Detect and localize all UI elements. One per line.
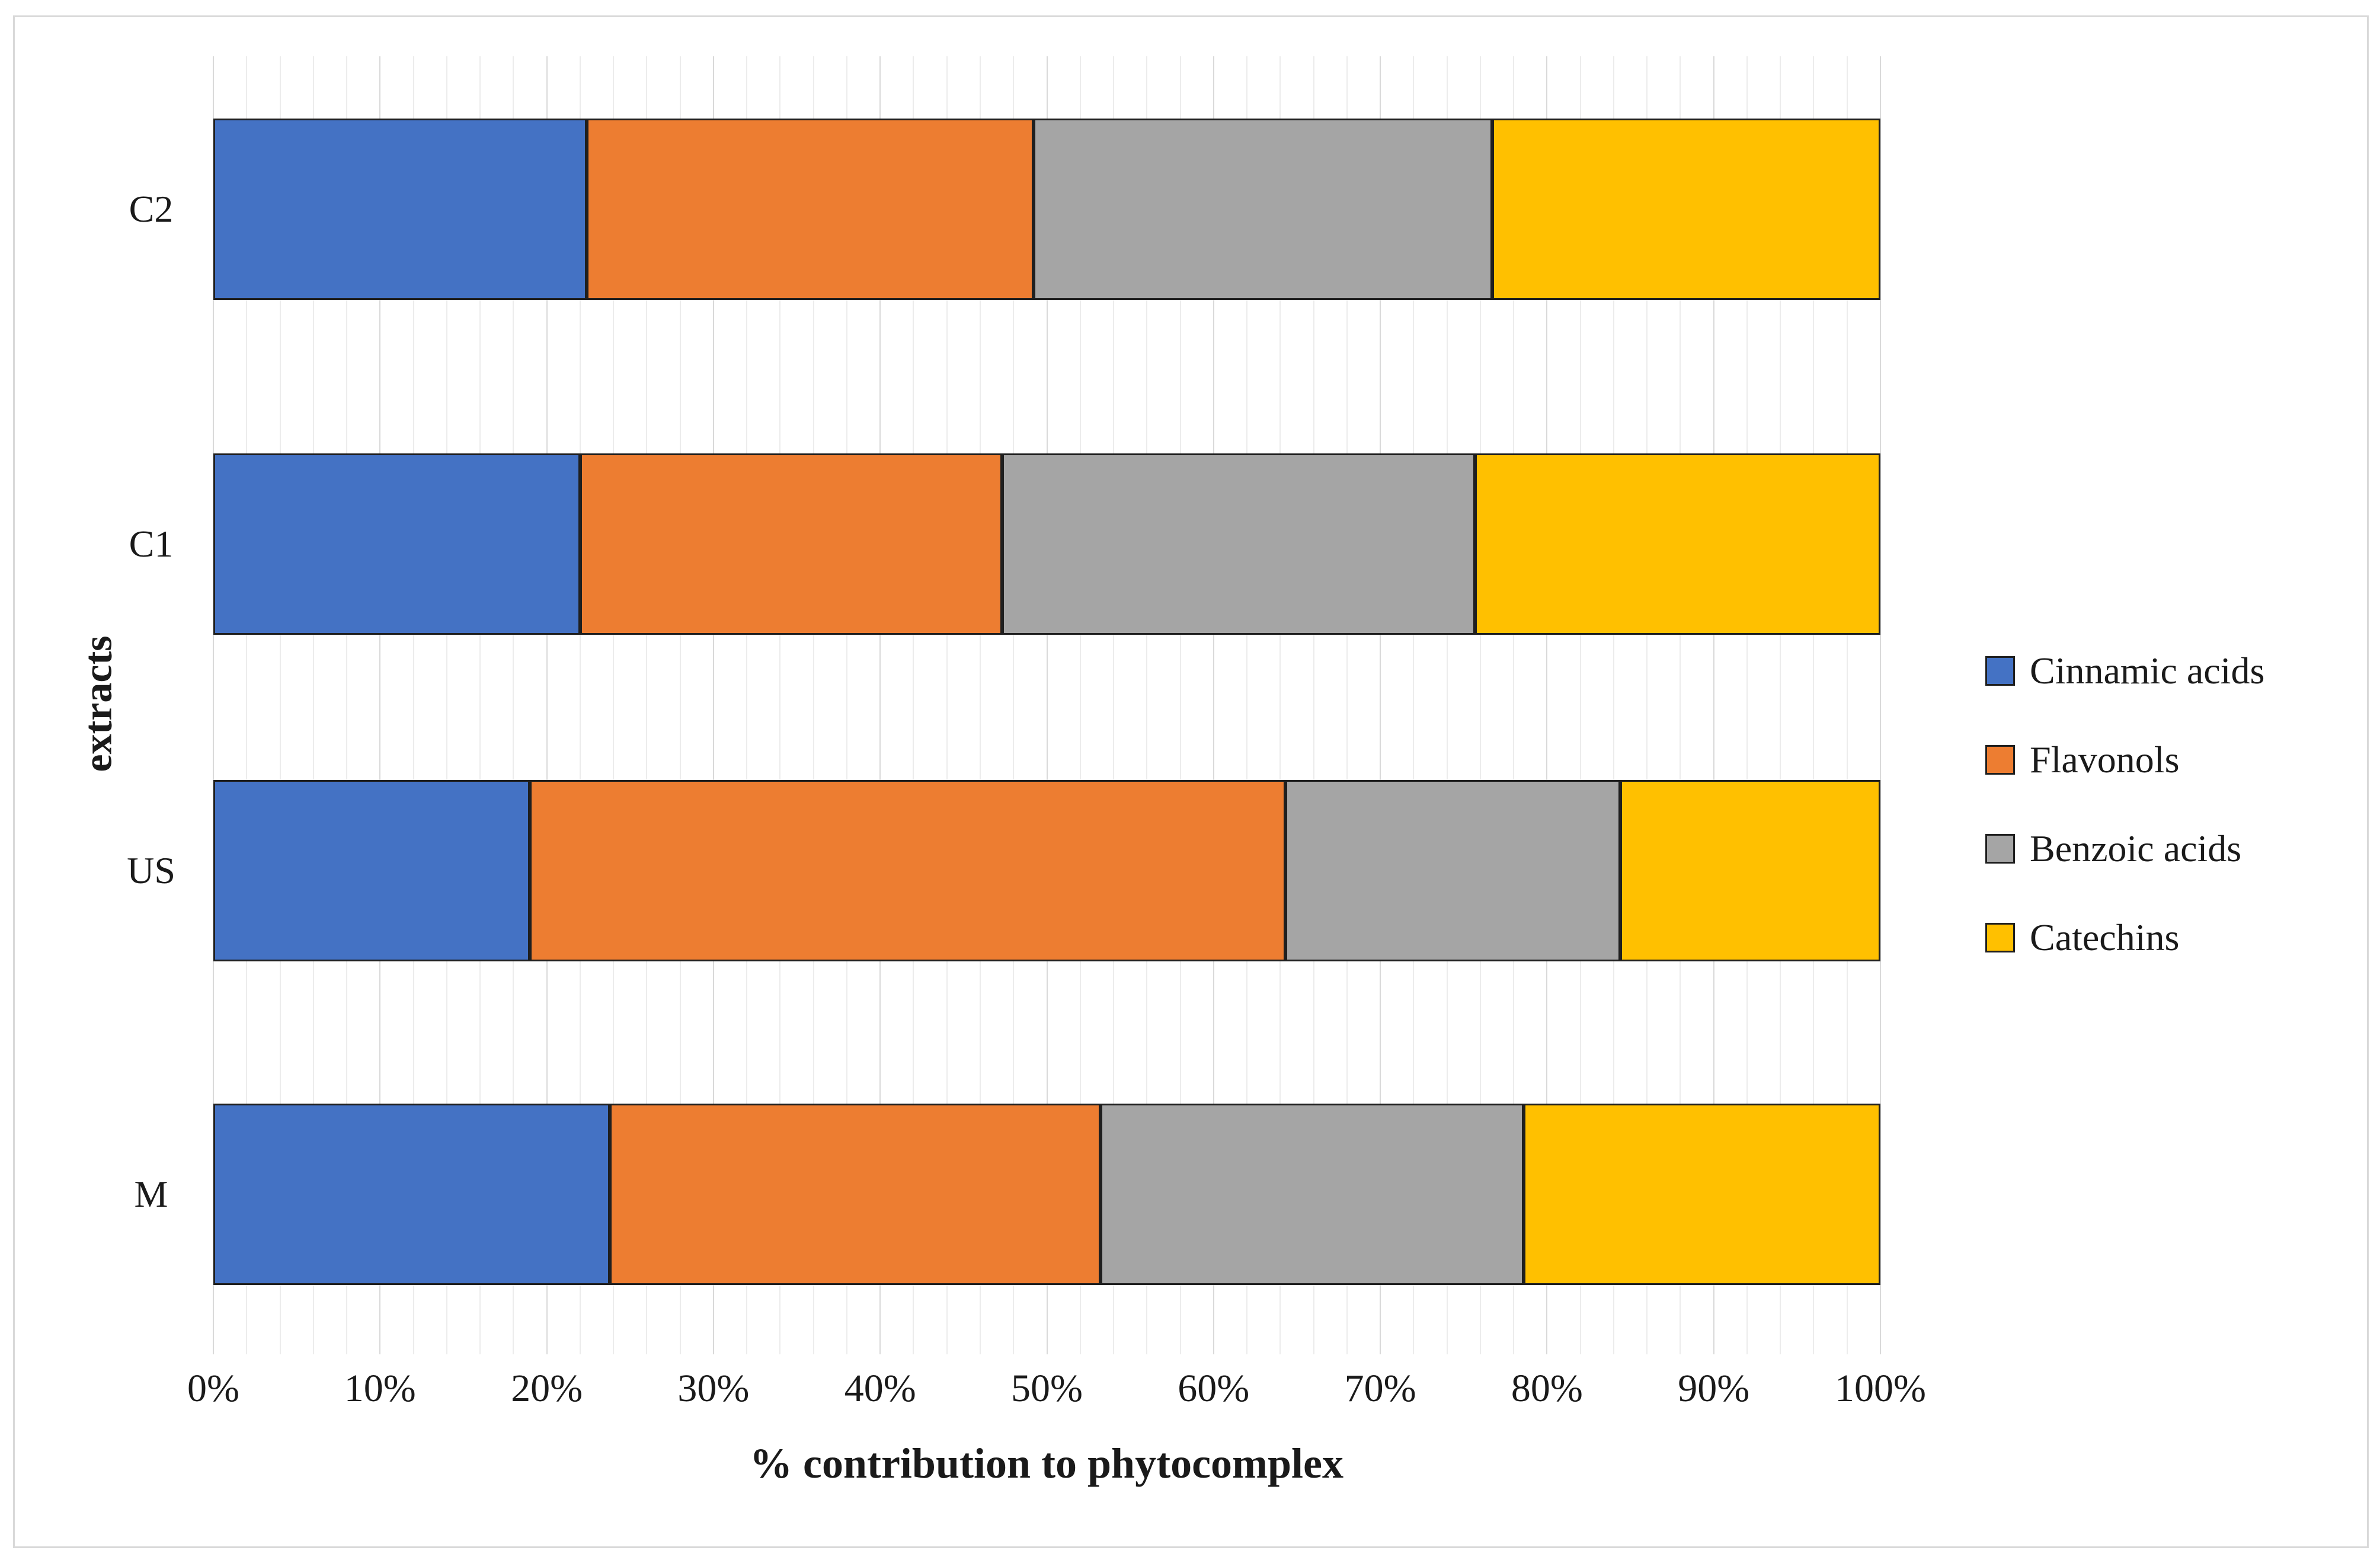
x-tick-label-40: 40%: [844, 1367, 916, 1410]
legend-label: Benzoic acids: [2030, 827, 2242, 869]
major-gridline: [1380, 56, 1381, 1354]
minor-gridline: [1680, 56, 1681, 1354]
minor-gridline: [1813, 56, 1815, 1354]
minor-gridline: [479, 56, 481, 1354]
major-gridline: [1880, 56, 1881, 1354]
major-gridline: [1546, 56, 1548, 1354]
minor-gridline: [1279, 56, 1281, 1354]
bar-segment-m-catechins: [1524, 1104, 1880, 1285]
minor-gridline: [1246, 56, 1248, 1354]
bar-segment-c2-flavonols: [587, 119, 1034, 300]
minor-gridline: [679, 56, 681, 1354]
bar-segment-c1-cinnamic-acids: [213, 453, 580, 635]
minor-gridline: [1613, 56, 1614, 1354]
minor-gridline: [1113, 56, 1115, 1354]
legend-label: Flavonols: [2030, 739, 2180, 781]
bar-segment-c1-catechins: [1475, 453, 1880, 635]
major-gridline: [1046, 56, 1048, 1354]
minor-gridline: [1146, 56, 1148, 1354]
category-label-c2: C2: [129, 188, 174, 230]
category-label-m: M: [134, 1173, 168, 1215]
bar-segment-us-benzoic-acids: [1285, 780, 1621, 961]
minor-gridline: [1646, 56, 1648, 1354]
major-gridline: [379, 56, 381, 1354]
bar-segment-c2-benzoic-acids: [1033, 119, 1492, 300]
minor-gridline: [979, 56, 981, 1354]
legend-swatch-icon: [1985, 656, 2015, 686]
legend-swatch-icon: [1985, 834, 2015, 864]
minor-gridline: [646, 56, 648, 1354]
bar-row-c1: [213, 453, 1880, 635]
bar-segment-c1-flavonols: [580, 453, 1002, 635]
major-gridline: [712, 56, 714, 1354]
x-tick-label-0: 0%: [187, 1367, 239, 1410]
legend-swatch-icon: [1985, 923, 2015, 952]
minor-gridline: [1313, 56, 1314, 1354]
minor-gridline: [312, 56, 314, 1354]
minor-gridline: [812, 56, 814, 1354]
major-gridline: [1713, 56, 1714, 1354]
major-gridline: [213, 56, 214, 1354]
minor-gridline: [1013, 56, 1015, 1354]
minor-gridline: [779, 56, 781, 1354]
bar-segment-c1-benzoic-acids: [1002, 453, 1476, 635]
x-axis-title: % contribution to phytocomplex: [749, 1440, 1344, 1487]
minor-gridline: [1780, 56, 1781, 1354]
bar-segment-us-flavonols: [530, 780, 1285, 961]
minor-gridline: [1446, 56, 1448, 1354]
minor-gridline: [1846, 56, 1848, 1354]
minor-gridline: [1346, 56, 1348, 1354]
minor-gridline: [1179, 56, 1181, 1354]
legend-label: Catechins: [2030, 916, 2180, 958]
minor-gridline: [1479, 56, 1481, 1354]
x-tick-label-50: 50%: [1011, 1367, 1083, 1410]
minor-gridline: [1746, 56, 1748, 1354]
major-gridline: [879, 56, 881, 1354]
x-tick-label-70: 70%: [1344, 1367, 1416, 1410]
x-tick-label-10: 10%: [344, 1367, 416, 1410]
bar-row-us: [213, 780, 1880, 961]
bar-segment-c2-catechins: [1492, 119, 1880, 300]
x-tick-label-60: 60%: [1178, 1367, 1250, 1410]
major-gridline: [1213, 56, 1214, 1354]
bar-segment-us-cinnamic-acids: [213, 780, 530, 961]
bar-row-c2: [213, 119, 1880, 300]
minor-gridline: [446, 56, 447, 1354]
x-tick-label-30: 30%: [677, 1367, 750, 1410]
minor-gridline: [1413, 56, 1415, 1354]
y-axis-title: extracts: [75, 635, 120, 772]
bar-row-m: [213, 1104, 1880, 1285]
minor-gridline: [1079, 56, 1081, 1354]
bar-segment-us-catechins: [1620, 780, 1880, 961]
x-tick-label-100: 100%: [1835, 1367, 1926, 1410]
bar-segment-m-benzoic-acids: [1100, 1104, 1524, 1285]
x-tick-label-80: 80%: [1511, 1367, 1583, 1410]
bar-segment-m-flavonols: [610, 1104, 1101, 1285]
legend-swatch-icon: [1985, 745, 2015, 775]
x-tick-label-90: 90%: [1678, 1367, 1750, 1410]
minor-gridline: [1579, 56, 1581, 1354]
major-gridline: [546, 56, 548, 1354]
minor-gridline: [246, 56, 248, 1354]
legend-label: Cinnamic acids: [2030, 650, 2265, 692]
minor-gridline: [513, 56, 514, 1354]
minor-gridline: [913, 56, 914, 1354]
minor-gridline: [613, 56, 615, 1354]
minor-gridline: [1513, 56, 1515, 1354]
bar-segment-c2-cinnamic-acids: [213, 119, 587, 300]
plot-area: [213, 56, 1881, 1354]
x-tick-label-20: 20%: [511, 1367, 583, 1410]
minor-gridline: [279, 56, 281, 1354]
category-label-us: US: [127, 849, 175, 891]
minor-gridline: [579, 56, 581, 1354]
minor-gridline: [746, 56, 748, 1354]
minor-gridline: [346, 56, 348, 1354]
minor-gridline: [946, 56, 948, 1354]
minor-gridline: [412, 56, 414, 1354]
minor-gridline: [846, 56, 847, 1354]
category-label-c1: C1: [129, 523, 174, 565]
bar-segment-m-cinnamic-acids: [213, 1104, 610, 1285]
